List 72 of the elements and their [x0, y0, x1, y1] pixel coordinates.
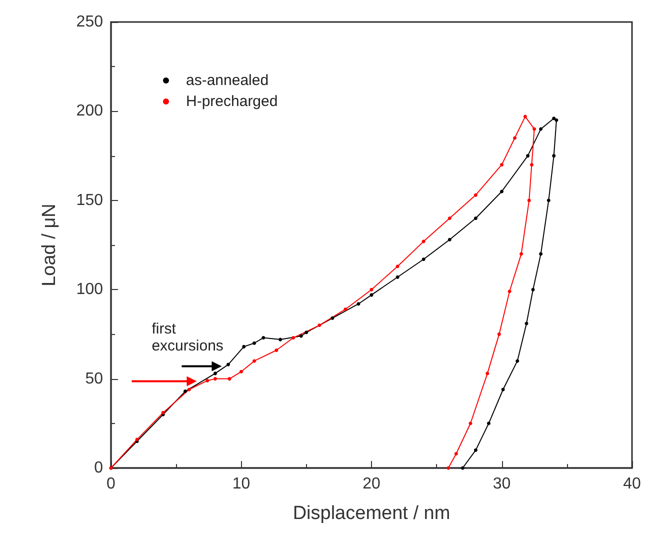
- point: [370, 288, 374, 292]
- point: [213, 372, 217, 376]
- point: [474, 193, 478, 197]
- y-tick-label: 50: [85, 370, 104, 388]
- point: [278, 338, 282, 342]
- x-tick-label: 30: [492, 476, 511, 492]
- point: [513, 136, 517, 140]
- x-tick-label: 20: [362, 476, 380, 492]
- point: [448, 216, 452, 220]
- point: [240, 370, 243, 374]
- y-axis-title: Load / μN: [39, 204, 60, 286]
- point: [508, 290, 512, 294]
- point: [252, 341, 256, 345]
- point: [183, 390, 187, 394]
- point: [226, 362, 230, 366]
- point: [356, 302, 360, 306]
- point: [448, 238, 452, 242]
- point: [526, 154, 530, 158]
- point: [500, 162, 504, 166]
- annotation: first excursions: [152, 320, 224, 354]
- point: [468, 422, 472, 426]
- point: [396, 264, 400, 268]
- point: [539, 252, 543, 256]
- y-tick-label: 0: [94, 460, 104, 476]
- point: [292, 336, 296, 340]
- point: [474, 216, 478, 220]
- point: [206, 378, 210, 382]
- point: [554, 118, 558, 122]
- y-tick-label: 200: [76, 102, 104, 120]
- point: [396, 275, 400, 279]
- legend-label: as-annealed: [186, 72, 269, 89]
- point: [454, 452, 458, 456]
- point: [497, 332, 501, 336]
- point: [330, 316, 334, 320]
- x-tick-label: 40: [623, 476, 641, 492]
- point: [242, 344, 246, 348]
- point: [422, 240, 426, 244]
- x-tick-label: 0: [106, 476, 116, 492]
- point: [299, 334, 303, 338]
- y-tick-label: 100: [76, 281, 104, 298]
- y-tick-label: 150: [76, 192, 104, 209]
- point: [274, 348, 278, 352]
- point: [530, 162, 534, 166]
- point: [486, 422, 490, 426]
- point: [252, 359, 256, 363]
- point: [228, 377, 232, 381]
- point: [318, 324, 322, 328]
- legend-label: H-precharged: [186, 93, 278, 110]
- point: [527, 198, 531, 202]
- point: [531, 288, 535, 292]
- point: [213, 377, 217, 381]
- point: [474, 448, 478, 452]
- point: [546, 198, 550, 202]
- point: [552, 154, 556, 158]
- point: [422, 258, 426, 262]
- point: [516, 359, 520, 363]
- point: [486, 372, 490, 376]
- point: [520, 252, 524, 256]
- point: [532, 127, 536, 131]
- point: [262, 336, 266, 340]
- point: [552, 116, 556, 120]
- point: [187, 388, 191, 392]
- y-tick-label: 250: [76, 14, 104, 30]
- point: [446, 466, 450, 470]
- x-tick-label: 10: [232, 476, 250, 492]
- point: [500, 190, 504, 194]
- point: [344, 307, 348, 311]
- point: [539, 127, 543, 131]
- point: [523, 114, 527, 118]
- point: [304, 330, 308, 334]
- point: [460, 466, 464, 470]
- x-axis-title: Displacement / nm: [292, 503, 450, 524]
